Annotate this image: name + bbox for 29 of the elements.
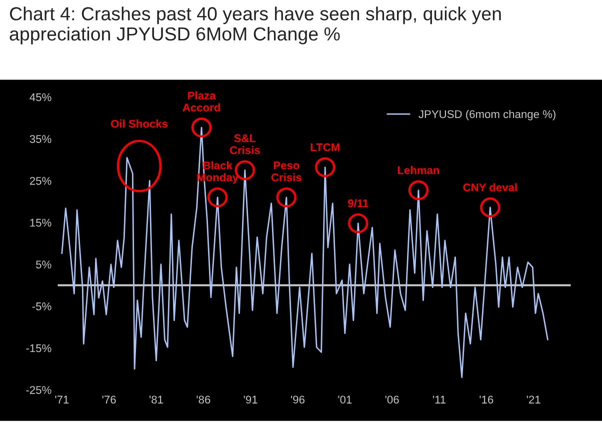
x-tick-label: '01 [338, 396, 352, 404]
annotation: S&L Crisis [230, 134, 260, 154]
y-tick-label: 35% [30, 135, 52, 143]
annotation: LTCM [310, 143, 340, 152]
x-tick-label: '16 [480, 396, 494, 404]
legend-label: JPYUSD (6mom change %) [418, 110, 556, 120]
annotation: Peso Crisis [271, 162, 302, 182]
y-tick-label: 45% [30, 93, 52, 102]
x-tick-label: '11 [432, 396, 446, 404]
x-tick-label: '91 [244, 396, 258, 404]
y-tick-label: -25% [26, 386, 52, 394]
x-tick-label: '06 [385, 396, 399, 404]
y-tick-label: -15% [26, 344, 52, 352]
y-tick-label: 15% [30, 218, 52, 227]
y-tick-label: 5% [36, 260, 52, 268]
annotation: Lehman [398, 166, 440, 174]
y-tick-label: 25% [30, 176, 52, 185]
y-tick-label: -5% [32, 302, 52, 310]
x-tick-label: '96 [291, 396, 304, 404]
x-tick-label: '21 [526, 396, 540, 404]
annotation: Plaza Accord [182, 91, 220, 112]
x-tick-label: '81 [150, 396, 163, 404]
annotation: 9/11 [348, 199, 368, 208]
chart-title: Chart 4: Crashes past 40 years have seen sharp, quick yen appreciation JPYUSD 6MoM Change % [10, 6, 501, 44]
annotation: CNY deval [463, 183, 517, 192]
x-tick-label: '86 [196, 396, 210, 404]
annotation: Oil Shocks [111, 120, 168, 128]
x-tick-label: '76 [102, 396, 116, 404]
x-tick-label: '71 [55, 396, 69, 404]
